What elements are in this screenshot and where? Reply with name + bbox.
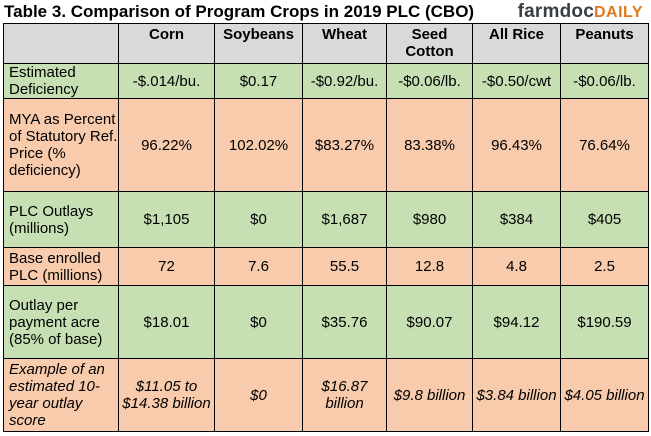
header-corn: Corn	[118, 23, 215, 64]
table-cell: $16.87 billion	[302, 358, 387, 432]
table-row-estimated-deficiency: Estimated Deficiency -$.014/bu. $0.17 -$…	[3, 63, 649, 99]
table-cell: $0	[214, 191, 303, 248]
table-cell: $4.05 billion	[560, 358, 649, 432]
header-row: Corn Soybeans Wheat Seed Cotton All Rice…	[3, 23, 649, 64]
table-cell: $980	[386, 191, 473, 248]
table-cell: $190.59	[560, 285, 649, 359]
table-cell: $3.84 billion	[472, 358, 561, 432]
table-row-plc-outlays: PLC Outlays (millions) $1,105 $0 $1,687 …	[3, 191, 649, 248]
table-cell: $11.05 to $14.38 billion	[118, 358, 215, 432]
table-cell: $405	[560, 191, 649, 248]
header-wheat: Wheat	[302, 23, 387, 64]
brand-logo: farmdocDAILY	[518, 1, 643, 23]
table-cell: 102.02%	[214, 98, 303, 192]
comparison-table: Corn Soybeans Wheat Seed Cotton All Rice…	[3, 23, 649, 432]
table-row-base-enrolled: Base enrolled PLC (millions) 72 7.6 55.5…	[3, 247, 649, 286]
brand-accent: DAILY	[593, 4, 643, 21]
table-cell: -$.014/bu.	[118, 63, 215, 99]
table-cell: $0.17	[214, 63, 303, 99]
table-cell: $94.12	[472, 285, 561, 359]
table-cell: -$0.50/cwt	[472, 63, 561, 99]
header-peanuts: Peanuts	[560, 23, 649, 64]
table-cell: 83.38%	[386, 98, 473, 192]
table-cell: -$0.06/lb.	[386, 63, 473, 99]
table-cell: $384	[472, 191, 561, 248]
row-label: Example of an estimated 10-year outlay s…	[3, 358, 119, 432]
table-cell: 96.22%	[118, 98, 215, 192]
header-blank-cell	[3, 23, 119, 64]
row-label: PLC Outlays (millions)	[3, 191, 119, 248]
row-label: Outlay per payment acre (85% of base)	[3, 285, 119, 359]
header-seed-cotton: Seed Cotton	[386, 23, 473, 64]
table-cell: 76.64%	[560, 98, 649, 192]
table-cell: $1,687	[302, 191, 387, 248]
table-cell: 4.8	[472, 247, 561, 286]
title-bar: Table 3. Comparison of Program Crops in …	[0, 0, 651, 24]
row-label: Estimated Deficiency	[3, 63, 119, 99]
brand-main: farmdoc	[517, 1, 594, 22]
table-cell: 55.5	[302, 247, 387, 286]
table-cell: $0	[214, 358, 303, 432]
header-all-rice: All Rice	[472, 23, 561, 64]
header-soybeans: Soybeans	[214, 23, 303, 64]
table-cell: -$0.06/lb.	[560, 63, 649, 99]
table-cell: 2.5	[560, 247, 649, 286]
table-cell: 72	[118, 247, 215, 286]
row-label: Base enrolled PLC (millions)	[3, 247, 119, 286]
table-cell: $0	[214, 285, 303, 359]
table-cell: 12.8	[386, 247, 473, 286]
table-cell: -$0.92/bu.	[302, 63, 387, 99]
table-row-ten-year-score: Example of an estimated 10-year outlay s…	[3, 358, 649, 432]
table-cell: $35.76	[302, 285, 387, 359]
table-cell: 96.43%	[472, 98, 561, 192]
table-cell: $9.8 billion	[386, 358, 473, 432]
table-cell: $90.07	[386, 285, 473, 359]
table-cell: $18.01	[118, 285, 215, 359]
table-row-outlay-per-acre: Outlay per payment acre (85% of base) $1…	[3, 285, 649, 359]
table-cell: $1,105	[118, 191, 215, 248]
table-row-mya-percent: MYA as Percent of Statutory Ref. Price (…	[3, 98, 649, 192]
table-title: Table 3. Comparison of Program Crops in …	[4, 2, 475, 21]
table-cell: $83.27%	[302, 98, 387, 192]
table-cell: 7.6	[214, 247, 303, 286]
row-label: MYA as Percent of Statutory Ref. Price (…	[3, 98, 119, 192]
header-seed-cotton-text: Seed Cotton	[405, 26, 454, 60]
